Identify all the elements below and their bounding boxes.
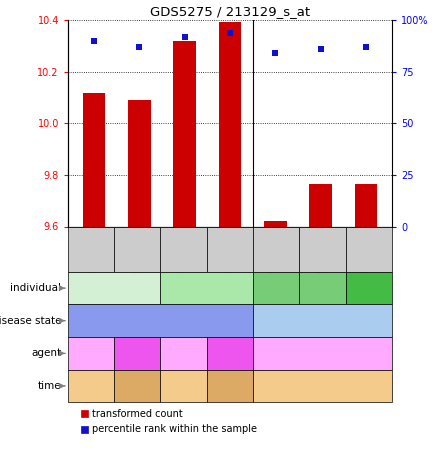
Text: week 0: week 0: [306, 381, 339, 390]
Text: week 12: week 12: [118, 381, 156, 390]
Bar: [83, 92, 105, 226]
Bar: [173, 41, 196, 226]
Text: disease state: disease state: [0, 316, 61, 326]
Bar: [264, 222, 286, 226]
Text: untreat
ed: untreat ed: [74, 344, 108, 363]
Bar: [219, 22, 241, 226]
Text: untreat
ed: untreat ed: [167, 344, 200, 363]
Bar: [355, 184, 377, 226]
Title: GDS5275 / 213129_s_at: GDS5275 / 213129_s_at: [150, 5, 310, 18]
Text: time: time: [38, 381, 61, 391]
Bar: [309, 184, 332, 226]
Text: patient 1: patient 1: [94, 284, 135, 293]
Text: agent: agent: [31, 348, 61, 358]
Text: week 12: week 12: [211, 381, 249, 390]
Text: percentile rank within the sample: percentile rank within the sample: [92, 424, 257, 434]
Text: ruxolini
tib: ruxolini tib: [213, 344, 247, 363]
Text: transformed count: transformed count: [92, 409, 183, 419]
Text: ruxolini
tib: ruxolini tib: [120, 344, 154, 363]
Text: week 0: week 0: [75, 381, 107, 390]
Text: control
subject 1: control subject 1: [255, 279, 297, 298]
Text: alopecia areata: alopecia areata: [125, 316, 196, 325]
Text: patient 2: patient 2: [186, 284, 227, 293]
Text: individual: individual: [11, 283, 61, 293]
Bar: [128, 100, 151, 226]
Text: control
subject 2: control subject 2: [302, 279, 343, 298]
Text: untreated: untreated: [300, 349, 345, 358]
Text: control
subject 3: control subject 3: [348, 279, 390, 298]
Text: normal: normal: [307, 316, 339, 325]
Text: week 0: week 0: [167, 381, 200, 390]
